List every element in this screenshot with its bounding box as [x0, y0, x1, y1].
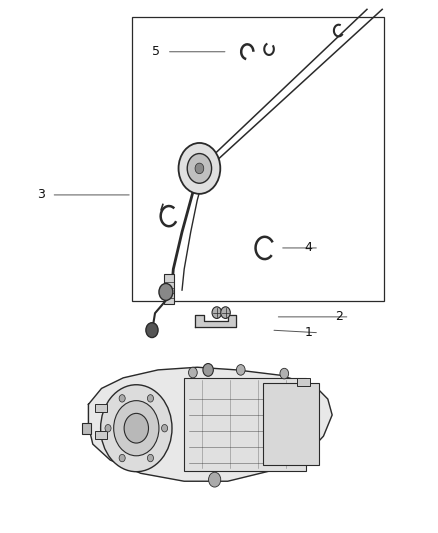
Text: 4: 4: [305, 241, 313, 254]
Circle shape: [221, 307, 230, 318]
Circle shape: [179, 143, 220, 194]
Text: 5: 5: [152, 45, 160, 58]
Circle shape: [119, 454, 125, 462]
Circle shape: [203, 364, 213, 376]
Circle shape: [280, 368, 289, 379]
Bar: [82, 423, 92, 433]
Bar: [262, 383, 319, 465]
Text: 3: 3: [37, 189, 45, 201]
Bar: [184, 378, 306, 471]
Bar: [95, 405, 107, 413]
Circle shape: [105, 424, 111, 432]
Bar: [132, 17, 385, 301]
Bar: [95, 431, 107, 439]
Circle shape: [188, 367, 197, 378]
Text: 2: 2: [335, 310, 343, 324]
Circle shape: [101, 385, 172, 472]
Bar: [164, 274, 174, 304]
Polygon shape: [195, 316, 237, 327]
Polygon shape: [88, 367, 332, 481]
Circle shape: [148, 454, 153, 462]
Circle shape: [208, 472, 221, 487]
Circle shape: [119, 394, 125, 402]
Text: 1: 1: [305, 326, 313, 340]
Circle shape: [237, 365, 245, 375]
Circle shape: [159, 284, 173, 301]
Circle shape: [148, 394, 153, 402]
Circle shape: [114, 401, 159, 456]
Circle shape: [195, 163, 204, 174]
Circle shape: [212, 307, 222, 318]
Circle shape: [162, 424, 168, 432]
Circle shape: [124, 414, 148, 443]
Bar: [297, 378, 311, 386]
Circle shape: [187, 154, 212, 183]
Circle shape: [146, 322, 158, 337]
